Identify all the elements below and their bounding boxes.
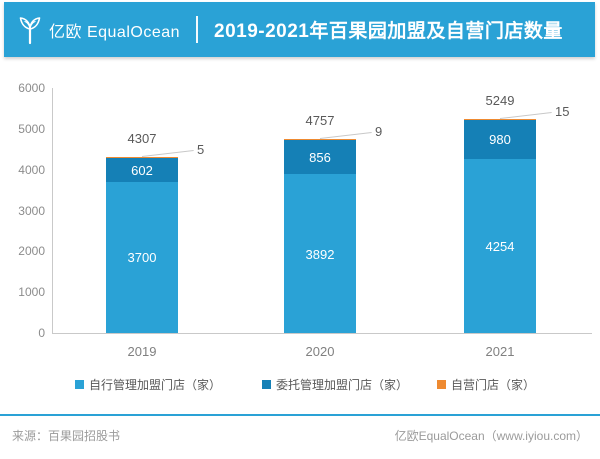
- callout-value: 5: [197, 142, 205, 158]
- header-separator: [196, 16, 199, 43]
- equalocean-logo-icon: [17, 15, 43, 45]
- bar-segment-2021-0: [464, 159, 536, 333]
- bar-segment-2020-1: [284, 139, 356, 175]
- credit-note: 亿欧EqualOcean（www.iyiou.com）: [394, 429, 588, 443]
- bar-segment-2021-1: [464, 119, 536, 160]
- legend-swatch-icon: [437, 380, 446, 389]
- y-tick-label: 1000: [18, 285, 45, 300]
- legend-item-0: 自行管理加盟门店（家）: [75, 376, 221, 393]
- bar-segment-value: 3700: [127, 250, 157, 266]
- y-axis-line: [52, 88, 53, 333]
- callout-value: 15: [555, 103, 570, 119]
- y-tick-label: 5000: [18, 121, 45, 136]
- legend-label: 自营门店（家）: [451, 378, 536, 392]
- bar-segment-value: 4254: [485, 239, 515, 255]
- bar-segment-2021-2: [464, 118, 536, 120]
- bar-segment-value: 3892: [305, 246, 335, 262]
- y-tick-label: 3000: [18, 203, 45, 218]
- bar-segment-2020-0: [284, 174, 356, 333]
- legend-label: 委托管理加盟门店（家）: [276, 378, 409, 392]
- y-tick-label: 4000: [18, 162, 45, 177]
- bar-total-label: 4757: [305, 112, 335, 128]
- legend-item-1: 委托管理加盟门店（家）: [262, 376, 408, 393]
- callout-line: [499, 111, 553, 119]
- bar-segment-2019-0: [106, 181, 178, 333]
- legend-swatch-icon: [262, 380, 271, 389]
- callout-line: [319, 131, 373, 139]
- page-title: 2019-2021年百果园加盟及自营门店数量: [214, 21, 563, 42]
- bar-segment-value: 980: [489, 132, 511, 148]
- header-band: 亿欧 EqualOcean 2019-2021年百果园加盟及自营门店数量: [4, 2, 595, 57]
- bar-segment-value: 602: [131, 162, 153, 178]
- y-tick-label: 0: [38, 326, 45, 340]
- x-tick-label: 2021: [485, 344, 515, 359]
- bar-total-label: 4307: [127, 131, 157, 147]
- legend-label: 自行管理加盟门店（家）: [89, 378, 222, 392]
- x-tick-label: 2020: [305, 344, 335, 359]
- bar-segment-value: 856: [309, 149, 331, 165]
- brand-logo: 亿欧 EqualOcean: [17, 15, 180, 45]
- callout-line: [141, 150, 195, 158]
- footer-divider: [0, 414, 600, 416]
- x-tick-label: 2019: [127, 344, 157, 359]
- y-tick-label: 2000: [18, 244, 45, 259]
- brand-name: 亿欧 EqualOcean: [49, 23, 181, 41]
- legend-item-2: 自营门店（家）: [437, 376, 535, 393]
- bar-total-label: 5249: [485, 92, 515, 108]
- bar-segment-2019-1: [106, 157, 178, 182]
- y-tick-label: 6000: [18, 81, 45, 95]
- legend-swatch-icon: [75, 380, 84, 389]
- callout-value: 9: [375, 123, 383, 139]
- x-axis-line: [52, 333, 592, 334]
- source-note: 来源：百果园招股书: [12, 429, 121, 443]
